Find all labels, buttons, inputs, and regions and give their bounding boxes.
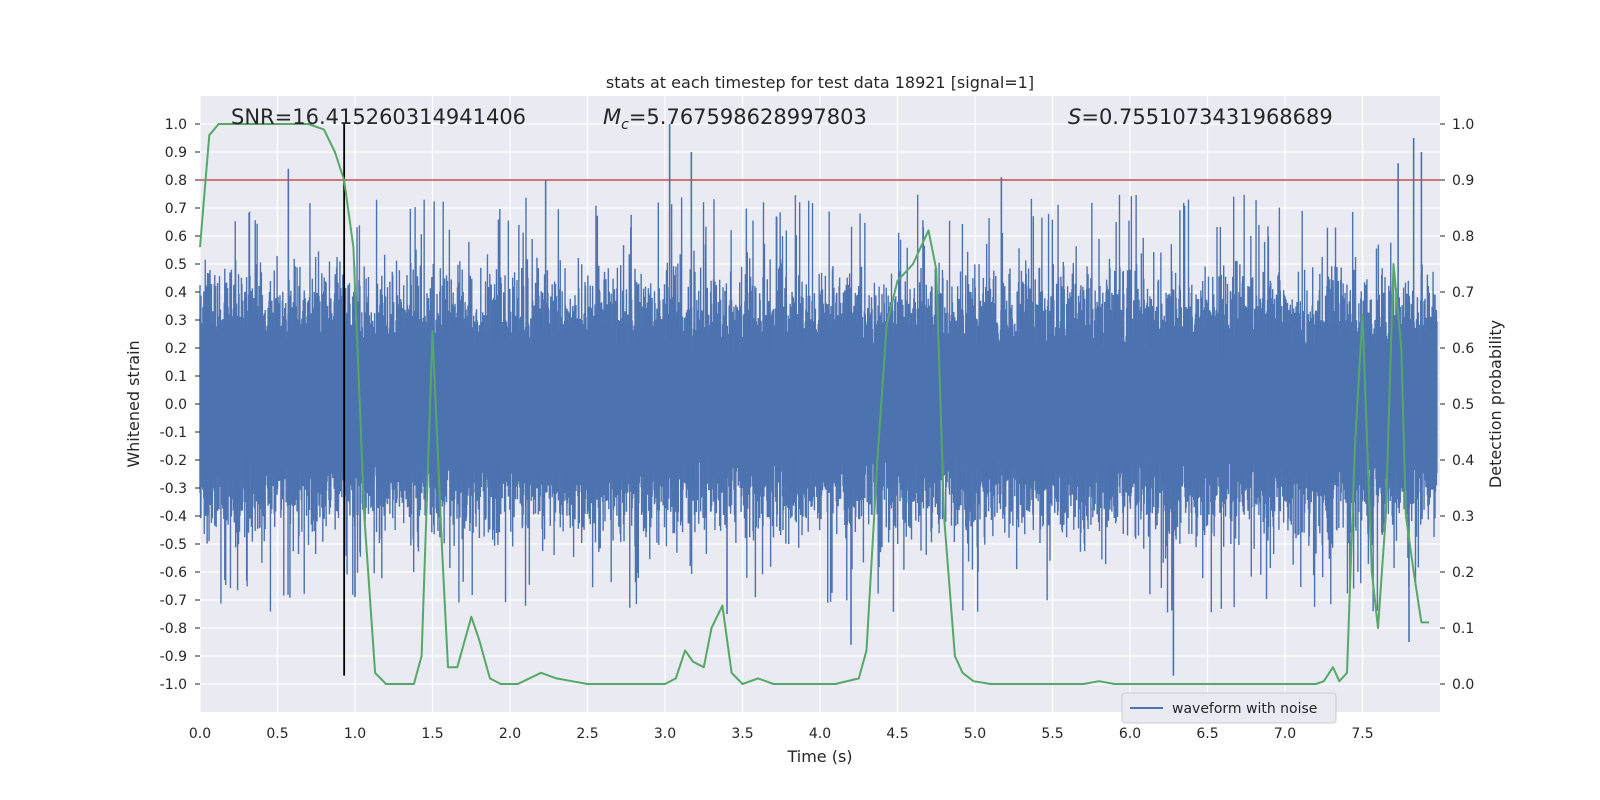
y-tick-label-left: -0.6 <box>160 565 187 581</box>
legend-box <box>1121 692 1337 724</box>
y-tick-label-right: 0.3 <box>1452 509 1474 525</box>
x-axis-title: Time (s) <box>786 747 852 766</box>
y-tick-label-left: -1.0 <box>160 677 187 693</box>
y-tick-label-left: 0.6 <box>165 229 187 245</box>
s-symbol: S <box>1068 105 1081 129</box>
x-tick-label: 7.5 <box>1351 726 1373 742</box>
waveform-samples <box>199 194 1438 613</box>
overlay-lines <box>200 124 1440 676</box>
x-tick-label: 1.0 <box>344 726 366 742</box>
x-tick-label: 4.0 <box>809 726 831 742</box>
y-tick-label-left: 0.7 <box>165 201 187 217</box>
y-tick-label-left: -0.7 <box>160 593 187 609</box>
x-tick-label: 6.0 <box>1119 726 1141 742</box>
y-tick-label-left: -0.9 <box>160 649 187 665</box>
y-tick-label-left: -0.1 <box>160 425 187 441</box>
snr-annotation: SNR=16.415260314941406 <box>231 105 526 129</box>
chirp-mass-value: =5.767598628997803 <box>629 105 867 129</box>
y-tick-label-right: 0.1 <box>1452 621 1474 637</box>
y-tick-label-right: 1.0 <box>1452 117 1474 133</box>
y-axis-title-left: Whitened strain <box>124 340 143 467</box>
y-tick-label-left: 0.4 <box>165 285 187 301</box>
chirp-mass-symbol: M <box>603 105 621 129</box>
x-tick-label: 3.0 <box>654 726 676 742</box>
axes: 0.0 0.5 1.0 1.5 2.0 2.5 3.0 3.5 4.0 4.5 5.0 5.5 6.0 6… <box>160 117 1475 742</box>
y-tick-label-left: 0.2 <box>165 341 187 357</box>
y-tick-label-left: -0.2 <box>160 453 187 469</box>
y-tick-label-right: 0.9 <box>1452 173 1474 189</box>
x-tick-label: 2.5 <box>576 726 598 742</box>
chirp-mass-subscript: c <box>621 117 629 133</box>
y-tick-label-right: 0.5 <box>1452 397 1474 413</box>
x-tick-label: 0.0 <box>189 726 211 742</box>
legend-label: waveform with noise <box>1172 701 1317 717</box>
y-tick-label-right: 0.2 <box>1452 565 1474 581</box>
y-tick-label-right: 0.6 <box>1452 341 1474 357</box>
y-tick-label-left: 0.3 <box>165 313 187 329</box>
x-tick-label: 4.5 <box>886 726 908 742</box>
y-tick-label-left: -0.5 <box>160 537 187 553</box>
s-annotation: S=0.7551073431968689 <box>1068 105 1333 129</box>
y-tick-label-right: 0.0 <box>1452 677 1474 693</box>
y-tick-label-left: 0.1 <box>165 369 187 385</box>
waveform-with-noise-series <box>199 124 1438 676</box>
x-tick-label: 3.5 <box>731 726 753 742</box>
y-tick-label-left: -0.3 <box>160 481 187 497</box>
y-tick-label-left: -0.4 <box>160 509 187 525</box>
chart-title: stats at each timestep for test data 189… <box>606 73 1034 92</box>
x-tick-label: 1.5 <box>421 726 443 742</box>
x-tick-label: 5.5 <box>1041 726 1063 742</box>
chirp-mass-annotation: Mc=5.767598628997803 <box>603 105 867 133</box>
y-tick-label-left: 0.9 <box>165 145 187 161</box>
s-value: =0.7551073431968689 <box>1081 105 1332 129</box>
x-tick-label: 5.0 <box>964 726 986 742</box>
y-axis-title-right: Detection probability <box>1486 320 1505 488</box>
x-tick-label: 6.5 <box>1196 726 1218 742</box>
y-tick-label-left: 0.5 <box>165 257 187 273</box>
x-tick-label: 7.0 <box>1274 726 1296 742</box>
y-tick-label-left: 1.0 <box>165 117 187 133</box>
y-tick-label-left: 0.0 <box>165 397 187 413</box>
y-tick-label-right: 0.7 <box>1452 285 1474 301</box>
legend: waveform with noise <box>1121 692 1337 724</box>
y-tick-label-left: 0.8 <box>165 173 187 189</box>
y-tick-label-left: -0.8 <box>160 621 187 637</box>
x-tick-label: 2.0 <box>499 726 521 742</box>
x-tick-label: 0.5 <box>266 726 288 742</box>
detection-probability-line <box>199 123 1430 685</box>
y-tick-label-right: 0.4 <box>1452 453 1474 469</box>
detection-probability-series <box>199 123 1430 685</box>
y-tick-label-right: 0.8 <box>1452 229 1474 245</box>
